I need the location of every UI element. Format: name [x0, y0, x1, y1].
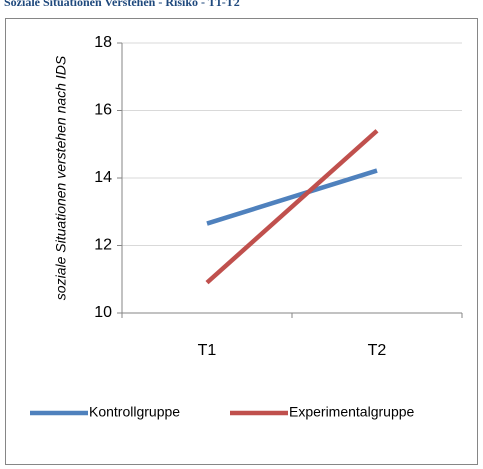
y-tick-label: 10: [94, 304, 112, 321]
y-tick-label: 18: [94, 34, 112, 51]
series-line: [205, 129, 379, 285]
chart-frame: [5, 18, 478, 465]
y-tick-label: 14: [94, 169, 112, 186]
series-line: [206, 168, 378, 226]
chart-title: Soziale Situationen Verstehen - Risiko -…: [4, 0, 240, 9]
y-axis-label: soziale Situationen verstehen nach IDS: [53, 55, 69, 300]
y-tick-label: 16: [94, 102, 112, 119]
legend-label: Experimentalgruppe: [289, 404, 415, 420]
y-tick-label: 12: [94, 237, 112, 254]
x-tick-label: T2: [368, 342, 387, 359]
legend-label: Kontrollgruppe: [89, 404, 180, 420]
x-tick-label: T1: [198, 342, 217, 359]
